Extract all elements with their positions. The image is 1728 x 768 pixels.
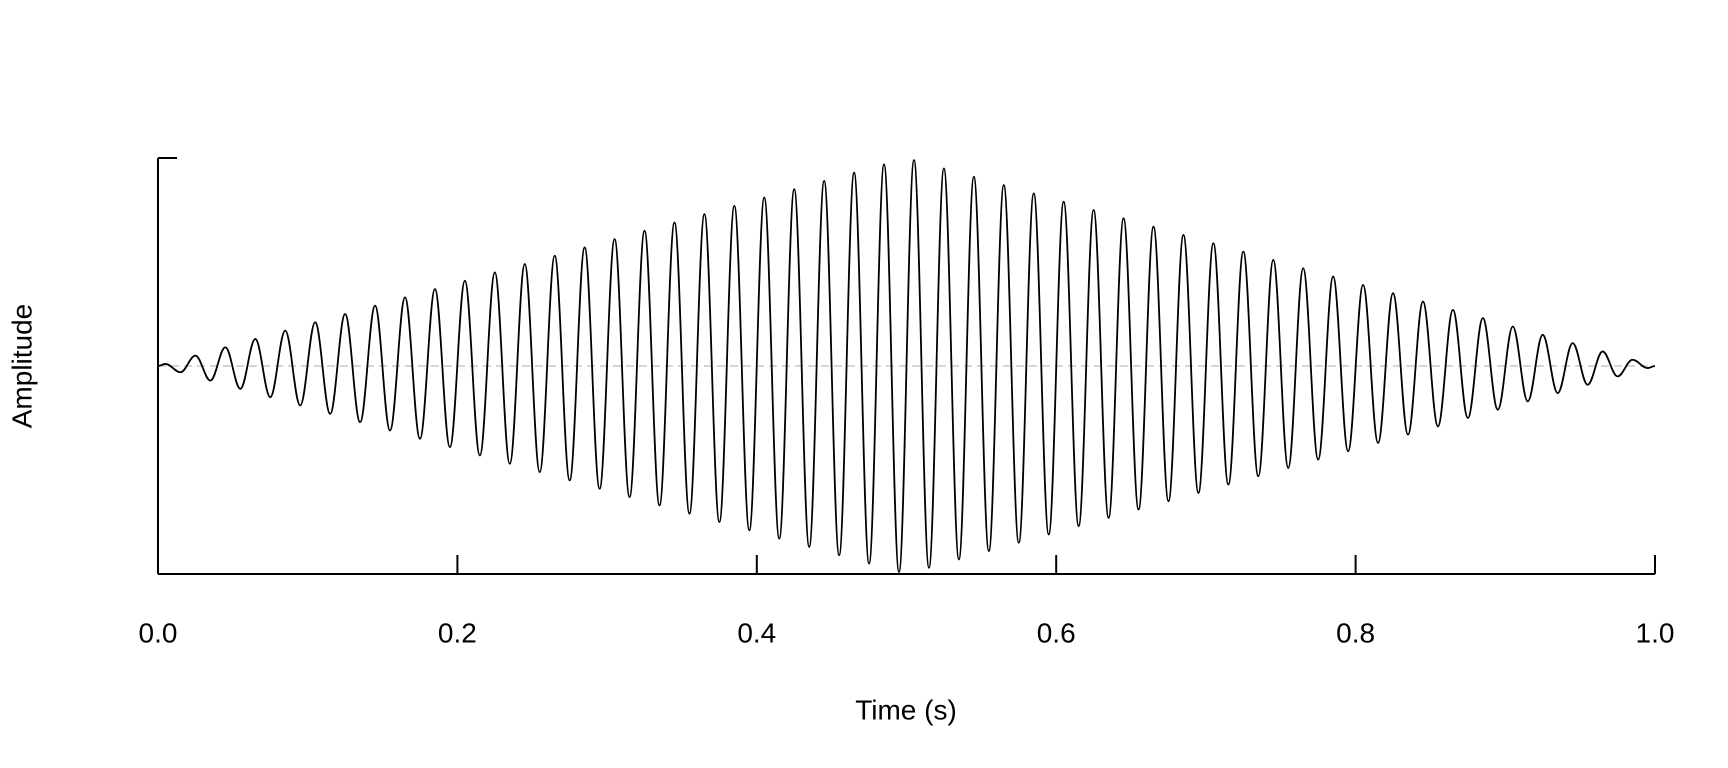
x-axis-label: Time (s) [855, 694, 957, 725]
x-tick-label: 1.0 [1636, 617, 1675, 648]
x-tick-label: 0.0 [139, 617, 178, 648]
x-tick-label: 0.6 [1037, 617, 1076, 648]
y-axis-label: Amplitude [6, 304, 37, 429]
x-tick-label: 0.8 [1336, 617, 1375, 648]
x-tick-label: 0.2 [438, 617, 477, 648]
signal-line [157, 159, 1656, 573]
x-tick-label: 0.4 [737, 617, 776, 648]
